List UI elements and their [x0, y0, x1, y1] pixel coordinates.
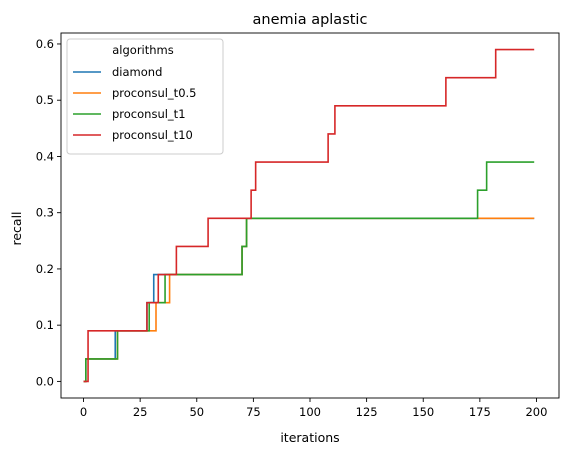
y-tick-label: 0.3: [36, 206, 54, 220]
x-tick-label: 200: [525, 405, 547, 419]
x-tick-label: 75: [246, 405, 261, 419]
legend-box: [66, 38, 224, 155]
y-tick-label: 0.6: [36, 37, 54, 51]
legend-label-proconsul-t0-5: proconsul_t0.5: [112, 86, 196, 100]
series-line-proconsul-t1: [83, 161, 535, 383]
x-tick-label: 150: [412, 405, 434, 419]
y-tick-label: 0.4: [36, 149, 54, 163]
y-tick-label: 0.1: [36, 318, 54, 332]
y-tick-label: 0.0: [36, 374, 54, 388]
x-tick-label: 175: [469, 405, 491, 419]
legend-label-proconsul-t10: proconsul_t10: [112, 128, 193, 142]
x-tick-label: 0: [80, 405, 87, 419]
y-tick-label: 0.2: [36, 262, 54, 276]
legend-title: algorithms: [112, 43, 174, 57]
legend-label-diamond: diamond: [112, 65, 162, 79]
x-tick-label: 50: [189, 405, 204, 419]
x-tick-label: 25: [133, 405, 148, 419]
y-axis-label: recall: [9, 211, 24, 245]
x-axis-label: iterations: [280, 430, 339, 445]
plot-area: [83, 48, 535, 383]
y-tick-label: 0.5: [36, 93, 54, 107]
x-tick-label: 125: [356, 405, 378, 419]
axes: 0 25 50 75 100 125 150 175 200 0.0 0.1 0.2 0.3 0.4 0.5…: [36, 32, 560, 419]
legend-label-proconsul-t1: proconsul_t1: [112, 107, 186, 121]
x-tick-label: 100: [299, 405, 321, 419]
series-line-proconsul-t10: [83, 48, 535, 383]
chart-title: anemia aplastic: [253, 12, 368, 28]
legend: algorithms diamond proconsul_t0.5 proconsul…: [66, 38, 224, 155]
